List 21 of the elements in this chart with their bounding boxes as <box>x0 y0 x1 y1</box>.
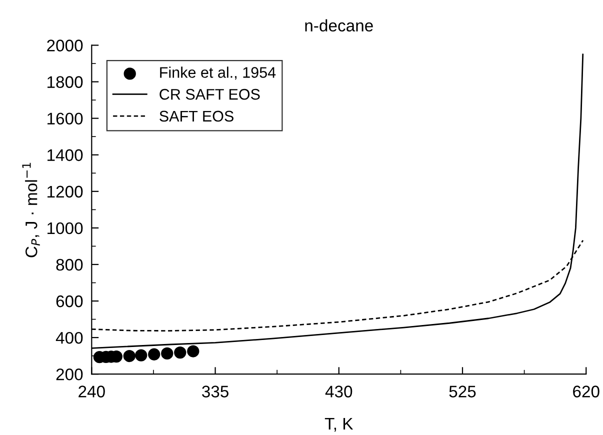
y-tick-label: 600 <box>56 295 83 308</box>
legend-label: SAFT EOS <box>160 110 234 122</box>
chart-title: n-decane <box>305 19 373 32</box>
x-tick-label: 430 <box>325 386 352 398</box>
y-tick-label: 200 <box>56 368 83 380</box>
legend-label: Finke et al., 1954 <box>160 66 276 80</box>
y-tick-label: 1200 <box>48 186 83 198</box>
x-axis-title: T, K <box>324 418 354 432</box>
y-axis-title: C$_{P}$, J · mol$^{−1}$ <box>22 162 40 258</box>
y-tick-label: 2000 <box>47 40 83 52</box>
y-tick-label: 800 <box>56 258 83 271</box>
x-tick-label: 620 <box>573 386 600 398</box>
y-tick-label: 1000 <box>48 222 83 234</box>
y-tick-label: 1400 <box>48 149 83 162</box>
y-tick-label: 1800 <box>48 76 83 88</box>
y-tick-label: 1600 <box>48 112 83 125</box>
x-tick-label: 240 <box>78 386 105 398</box>
y-tick-label: 400 <box>56 332 83 344</box>
x-tick-label: 335 <box>202 386 228 398</box>
x-tick-label: 525 <box>449 386 476 398</box>
legend-label: CR SAFT EOS <box>160 88 260 100</box>
